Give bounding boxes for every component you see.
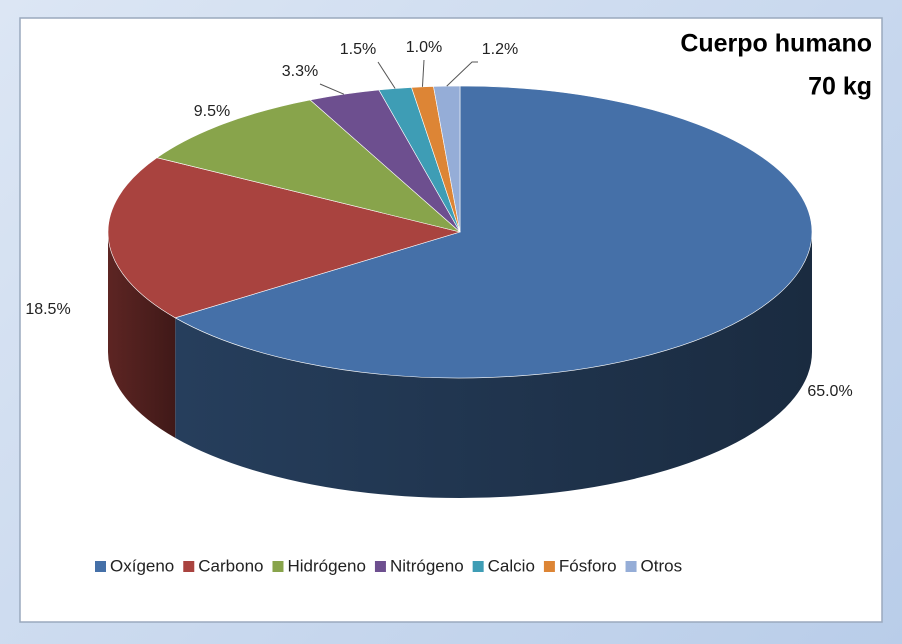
legend-swatch (543, 561, 555, 572)
legend-swatch (625, 561, 637, 572)
legend-label: Oxígeno (110, 556, 174, 575)
data-label: 9.5% (194, 103, 230, 120)
data-label: 65.0% (807, 383, 852, 400)
slice (156, 99, 461, 233)
slice-side (175, 232, 812, 499)
legend: Oxígeno Carbono Hidrógeno Nitrógeno Calcio Fó… (95, 556, 682, 575)
legend-swatch (374, 561, 386, 572)
legend-swatch (95, 561, 106, 572)
leader-line (446, 61, 478, 87)
slice (174, 85, 813, 379)
data-label: 18.5% (25, 301, 70, 318)
legend-swatch (183, 561, 195, 572)
chart-subtitle: 70 kg (808, 73, 872, 101)
data-labels: 65.0% 18.5% 9.5% 3.3% 1.5% 1.0% 1.2% (25, 39, 852, 400)
chart-title: Cuerpo humano (680, 30, 872, 58)
legend-swatch (272, 561, 284, 572)
data-label: 3.3% (282, 63, 318, 80)
leader-line (421, 59, 425, 87)
legend-label: Otros (641, 556, 683, 575)
slice-side (108, 232, 176, 438)
legend-label: Carbono (198, 556, 263, 575)
data-label: 1.2% (482, 41, 518, 58)
data-label: 1.5% (340, 41, 376, 58)
leader-line (377, 61, 396, 89)
pie-tops (107, 85, 813, 379)
leader-line (319, 83, 345, 95)
pie-sides (108, 232, 812, 499)
legend-swatch (472, 561, 484, 572)
slice (107, 157, 462, 319)
legend-label: Fósforo (559, 556, 617, 575)
legend-label: Hidrógeno (287, 556, 365, 575)
data-label: 1.0% (406, 39, 442, 56)
legend-label: Nitrógeno (390, 556, 464, 575)
legend-label: Calcio (488, 556, 535, 575)
